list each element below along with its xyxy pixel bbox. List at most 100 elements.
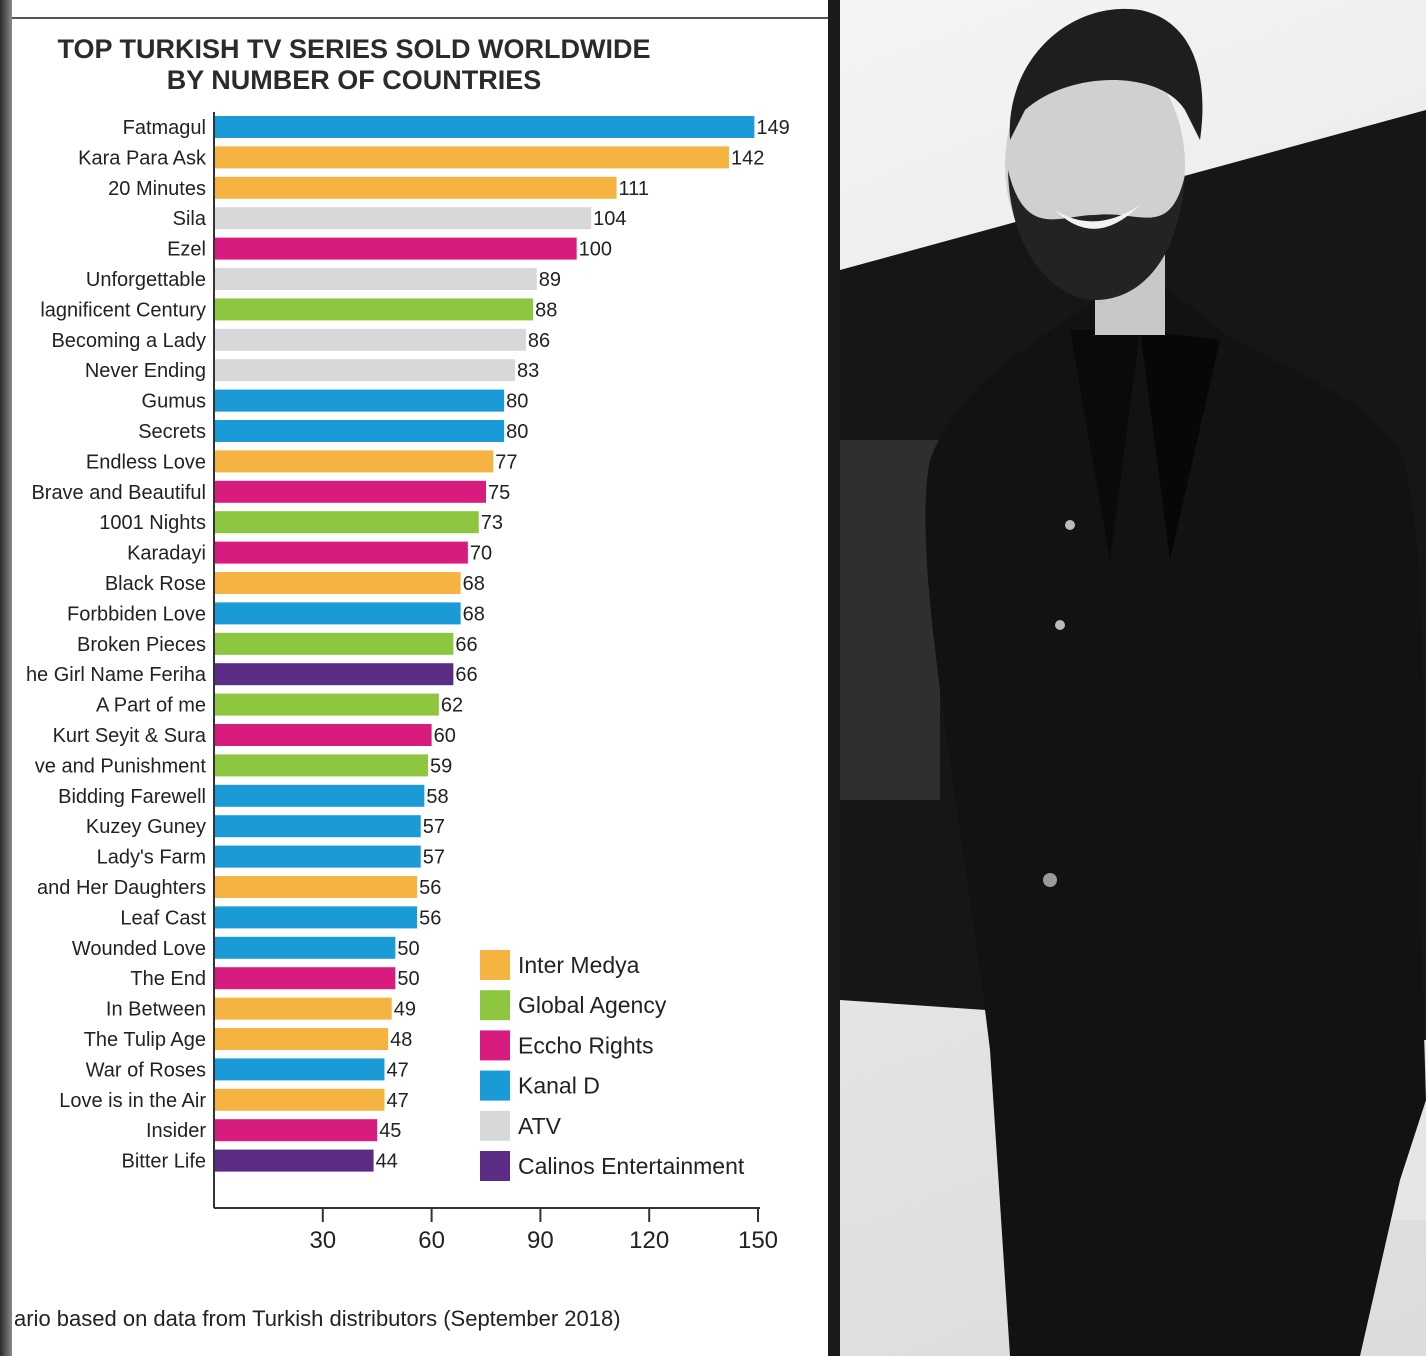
bar-ezel — [214, 237, 577, 260]
bar-unforgettable — [214, 268, 537, 290]
value-label-brave-and-beautiful: 75 — [488, 482, 510, 504]
legend-label-eccho-rights: Eccho Rights — [518, 1032, 654, 1058]
category-label-black-rose: Black Rose — [105, 573, 206, 595]
value-label-never-ending: 83 — [517, 360, 539, 382]
legend-label-calinos-entertainment: Calinos Entertainment — [518, 1153, 745, 1179]
value-label-and-her-daughters: 56 — [419, 877, 441, 899]
bar-1001-nights — [214, 511, 479, 534]
bar-broken-pieces — [214, 632, 454, 655]
value-label-1001-nights: 73 — [481, 512, 503, 534]
category-label-the-end: The End — [130, 968, 206, 990]
legend-swatch-eccho-rights — [480, 1030, 510, 1061]
bar-brave-and-beautiful — [214, 480, 486, 503]
top-rule — [12, 0, 828, 18]
category-label-gumus: Gumus — [142, 391, 206, 413]
bar-black-rose — [214, 572, 461, 594]
bar-karadayi — [214, 541, 468, 564]
value-label-ve-and-punishment: 59 — [430, 755, 452, 777]
value-label-forbbiden-love: 68 — [463, 603, 485, 625]
category-label-broken-pieces: Broken Pieces — [77, 634, 206, 656]
bar-lagnificent-century — [214, 298, 534, 321]
value-label-wounded-love: 50 — [397, 938, 419, 960]
value-label-in-between: 49 — [394, 999, 416, 1021]
value-label-karadayi: 70 — [470, 543, 492, 565]
category-label-becoming-a-lady: Becoming a Lady — [51, 330, 206, 352]
value-label-a-part-of-me: 62 — [441, 695, 463, 717]
legend-label-atv: ATV — [518, 1113, 562, 1139]
value-label-sila: 104 — [593, 208, 626, 230]
category-label-love-is-in-the-air: Love is in the Air — [59, 1090, 206, 1112]
category-label-wounded-love: Wounded Love — [72, 938, 206, 960]
x-tick-label-120: 120 — [629, 1227, 669, 1254]
category-label-secrets: Secrets — [138, 421, 206, 443]
legend-label-inter-medya: Inter Medya — [518, 952, 640, 978]
legend-swatch-calinos-entertainment — [480, 1151, 510, 1181]
bar-forbbiden-love — [214, 602, 461, 625]
category-label-bitter-life: Bitter Life — [122, 1151, 206, 1173]
category-label-endless-love: Endless Love — [86, 451, 206, 473]
value-label-broken-pieces: 66 — [455, 634, 477, 656]
category-label-bidding-farewell: Bidding Farewell — [58, 786, 206, 808]
value-label-love-is-in-the-air: 47 — [386, 1090, 408, 1112]
bar-lady-s-farm — [214, 845, 421, 868]
bar-chart: TOP TURKISH TV SERIES SOLD WORLDWIDE BY … — [12, 0, 828, 1331]
legend-swatch-kanal-d — [480, 1070, 510, 1101]
category-label-1001-nights: 1001 Nights — [99, 512, 206, 534]
bar-kuzey-guney — [214, 815, 421, 838]
bar-in-between — [214, 997, 392, 1020]
value-label-kurt-seyit-sura: 60 — [434, 725, 456, 747]
value-label-unforgettable: 89 — [539, 269, 561, 291]
value-label-lady-s-farm: 57 — [423, 847, 445, 869]
bar-becoming-a-lady — [214, 328, 526, 351]
value-label-gumus: 80 — [506, 391, 528, 413]
value-label-20-minutes: 111 — [619, 178, 649, 200]
value-label-endless-love: 77 — [495, 451, 517, 473]
value-label-bitter-life: 44 — [376, 1151, 398, 1173]
value-label-black-rose: 68 — [463, 573, 485, 595]
source-note: ario based on data from Turkish distribu… — [14, 1306, 621, 1331]
man-in-suit-photo — [840, 0, 1426, 1356]
category-label-lagnificent-century: lagnificent Century — [40, 299, 206, 321]
category-label-he-girl-name-feriha: he Girl Name Feriha — [26, 664, 207, 686]
category-label-ve-and-punishment: ve and Punishment — [35, 755, 207, 777]
bar-never-ending — [214, 359, 516, 382]
category-label-never-ending: Never Ending — [85, 360, 206, 382]
category-label-war-of-roses: War of Roses — [86, 1059, 206, 1081]
left-photo-edge — [0, 0, 12, 1356]
category-label-forbbiden-love: Forbbiden Love — [67, 603, 206, 625]
bar-leaf-cast — [214, 906, 418, 929]
category-label-fatmagul: Fatmagul — [123, 117, 206, 139]
category-label-leaf-cast: Leaf Cast — [120, 907, 206, 929]
chart-title-line-2: BY NUMBER OF COUNTRIES — [167, 65, 542, 95]
bar-the-tulip-age — [214, 1028, 389, 1050]
value-label-kara-para-ask: 142 — [731, 147, 764, 169]
value-label-becoming-a-lady: 86 — [528, 330, 550, 352]
category-label-kuzey-guney: Kuzey Guney — [86, 816, 206, 838]
legend-swatch-inter-medya — [480, 950, 510, 980]
category-label-insider: Insider — [146, 1120, 206, 1142]
category-label-in-between: In Between — [106, 999, 206, 1021]
category-label-20-minutes: 20 Minutes — [108, 178, 206, 200]
bar-wounded-love — [214, 936, 396, 959]
value-label-insider: 45 — [379, 1120, 401, 1142]
bar-bitter-life — [214, 1149, 374, 1172]
legend-swatch-global-agency — [480, 990, 510, 1021]
value-label-lagnificent-century: 88 — [535, 299, 557, 321]
panel-divider — [828, 0, 840, 1356]
bar-bidding-farewell — [214, 784, 425, 807]
legend-label-global-agency: Global Agency — [518, 992, 667, 1018]
value-label-the-tulip-age: 48 — [390, 1029, 412, 1051]
category-label-a-part-of-me: A Part of me — [96, 695, 206, 717]
category-label-and-her-daughters: and Her Daughters — [37, 877, 206, 899]
bar-endless-love — [214, 450, 494, 473]
bar-love-is-in-the-air — [214, 1088, 385, 1111]
legend-label-kanal-d: Kanal D — [518, 1073, 600, 1099]
category-label-kurt-seyit-sura: Kurt Seyit & Sura — [53, 725, 207, 747]
value-label-war-of-roses: 47 — [386, 1059, 408, 1081]
x-tick-label-30: 30 — [309, 1227, 336, 1254]
category-label-lady-s-farm: Lady's Farm — [97, 847, 206, 869]
bar-secrets — [214, 420, 505, 442]
value-label-bidding-farewell: 58 — [426, 786, 448, 808]
x-tick-label-150: 150 — [738, 1227, 778, 1254]
value-label-the-end: 50 — [397, 968, 419, 990]
